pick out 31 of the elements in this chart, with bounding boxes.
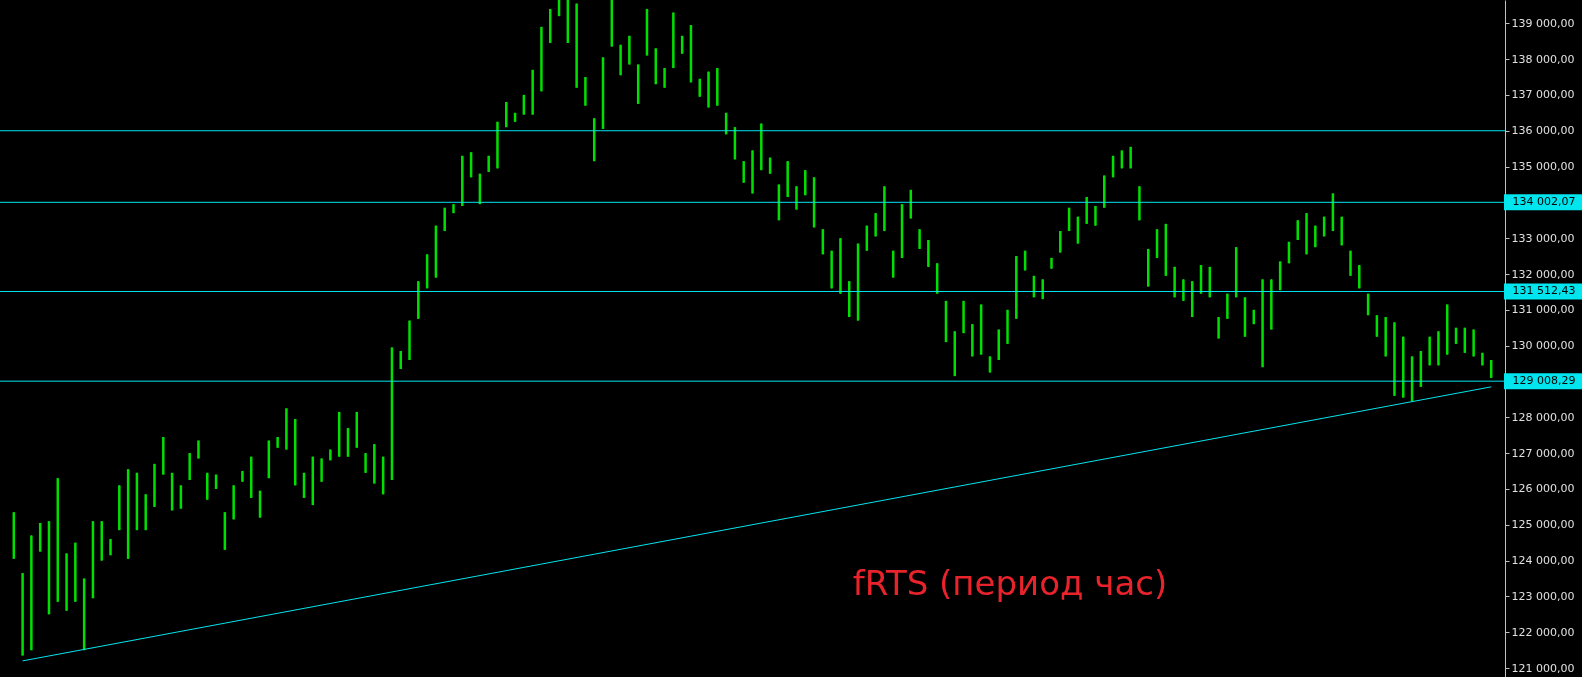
ref-line-label: 129 008,29 (1512, 374, 1576, 388)
ref-line-label: 134 002,07 (1512, 195, 1576, 209)
y-tick-label: 136 000,00 (1511, 124, 1575, 138)
y-tick-label: 138 000,00 (1511, 52, 1575, 66)
y-tick-label: 123 000,00 (1511, 589, 1575, 603)
candlestick (795, 185, 798, 211)
ref-line-label: 131 512,43 (1512, 284, 1576, 298)
text: fRTS (период час) (852, 563, 1168, 603)
y-tick-label: 139 000,00 (1511, 16, 1575, 30)
y-tick-label: 124 000,00 (1511, 554, 1575, 568)
candlestick (1182, 278, 1185, 302)
y-tick-label: 130 000,00 (1511, 339, 1575, 353)
y-tick-label: 121 000,00 (1511, 661, 1575, 675)
candlestick (918, 228, 921, 250)
candlestick (1296, 219, 1299, 241)
y-tick-label: 122 000,00 (1511, 625, 1575, 639)
candlestick (364, 452, 367, 474)
y-tick-label: 132 000,00 (1511, 267, 1575, 281)
candlestick (663, 67, 666, 89)
y-tick-label: 133 000,00 (1511, 231, 1575, 245)
candlestick (320, 458, 323, 483)
candlestick (742, 160, 745, 184)
y-tick-label: 131 000,00 (1511, 303, 1575, 317)
candlestick (1059, 230, 1062, 254)
y-tick-label: 128 000,00 (1511, 410, 1575, 424)
y-tick-label: 126 000,00 (1511, 482, 1575, 496)
y-tick-label: 135 000,00 (1511, 160, 1575, 174)
y-tick-label: 125 000,00 (1511, 518, 1575, 532)
y-tick-label: 137 000,00 (1511, 88, 1575, 102)
y-tick-label: 127 000,00 (1511, 446, 1575, 460)
candlestick (1217, 316, 1220, 339)
